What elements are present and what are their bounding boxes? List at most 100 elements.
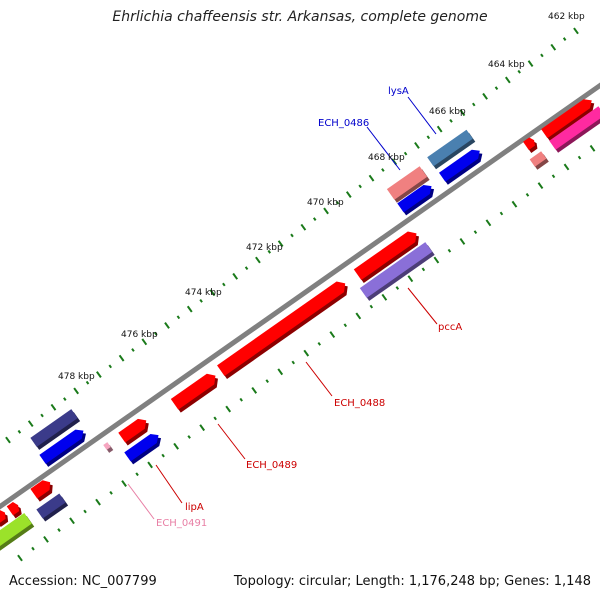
inner-tick (147, 461, 153, 469)
outer-tick (414, 142, 420, 149)
outer-tick (85, 380, 90, 385)
gene-label-ech-0491: ECH_0491 (156, 518, 207, 529)
label-leader-lines (127, 96, 438, 520)
gene-block-left-red-top (6, 502, 20, 516)
gene-block-right-light-red (529, 151, 547, 167)
outer-tick (459, 109, 466, 117)
inner-tick (317, 341, 322, 346)
gene-block-ech-0491 (103, 442, 111, 450)
outer-tick (573, 27, 579, 35)
outer-tick (323, 207, 329, 215)
inner-tick (121, 480, 127, 487)
outer-tick (267, 249, 272, 254)
inner-tick (251, 386, 258, 394)
inner-tick (161, 453, 165, 458)
tick-label-476: 476 kbp (121, 330, 158, 340)
inner-tick (69, 517, 75, 525)
outer-tick (209, 289, 216, 297)
inner-tick (395, 286, 400, 290)
leader-ech-0488 (305, 361, 333, 397)
inner-tick (213, 416, 217, 421)
gene-block-pcca-red (353, 231, 417, 280)
gene-block-blue-low (124, 434, 159, 462)
outer-tick (540, 53, 544, 58)
inner-tick (499, 211, 504, 216)
outer-tick (255, 256, 261, 264)
leader-ech-0491 (127, 483, 155, 520)
map-title: Ehrlichia chaffeensis str. Arkansas, com… (112, 9, 488, 25)
outer-tick (153, 331, 158, 336)
outer-tick (312, 217, 317, 221)
gene-label-ech-0486: ECH_0486 (318, 118, 369, 129)
inner-tick (57, 528, 61, 532)
inner-tick (109, 490, 113, 495)
outer-tick (108, 364, 112, 369)
gene-label-ech-0489: ECH_0489 (246, 460, 297, 471)
outer-tick (199, 299, 203, 303)
inner-tick (31, 546, 35, 551)
outer-tick (527, 60, 534, 68)
outer-tick (73, 387, 80, 395)
inner-tick (187, 435, 191, 439)
inner-tick (277, 368, 284, 376)
outer-tick (368, 174, 375, 182)
outer-tick (472, 102, 476, 107)
outer-tick (504, 76, 511, 84)
outer-tick (17, 429, 22, 434)
outer-tick (50, 403, 57, 411)
tick-label-462: 462 kbp (548, 12, 585, 22)
outer-tick (345, 191, 352, 198)
inner-tick (485, 219, 492, 227)
gene-block-ech-0486 (386, 166, 428, 200)
inner-tick (551, 174, 556, 179)
leader-lipa (155, 464, 183, 504)
inner-tick (173, 442, 179, 450)
inner-tick (17, 554, 23, 562)
outer-tick (176, 315, 181, 320)
inner-tick (473, 230, 478, 235)
gene-block-lysa (427, 129, 473, 167)
gene-block-left-slate (30, 409, 78, 447)
tick-label-466: 466 kbp (429, 107, 466, 117)
inner-tick (421, 267, 426, 272)
inner-tick (407, 275, 414, 283)
inner-tick (239, 397, 243, 402)
outer-tick (277, 240, 284, 248)
inner-tick (199, 424, 206, 432)
accession-text: Accession: NC_007799 (9, 574, 157, 589)
gene-label-lysa: lysA (388, 86, 409, 97)
inner-tick (83, 509, 87, 514)
outer-tick (186, 305, 193, 313)
outer-tick (244, 266, 249, 271)
outer-tick (290, 233, 294, 238)
gene-block-pink-right (549, 106, 600, 150)
inner-tick (525, 193, 530, 197)
tick-label-474: 474 kbp (185, 288, 222, 298)
inner-tick (447, 248, 452, 253)
inner-tick (135, 472, 139, 477)
inner-tick (369, 304, 374, 309)
inner-tick (355, 312, 362, 320)
tick-label-478: 478 kbp (58, 372, 95, 382)
gene-block-blue-2 (397, 185, 432, 213)
inner-tick (291, 360, 295, 365)
outer-tick (141, 338, 148, 346)
tick-label-472: 472 kbp (246, 243, 283, 253)
gene-label-lipa: lipA (185, 502, 204, 513)
tick-label-464: 464 kbp (488, 60, 525, 70)
genome-backbone (0, 82, 600, 510)
leader-ech-0486 (366, 126, 401, 171)
inner-tick (577, 155, 582, 160)
outer-tick (40, 413, 44, 418)
outer-tick (96, 371, 102, 378)
outer-tick (27, 420, 34, 428)
outer-tick (222, 282, 226, 287)
inner-tick (433, 256, 440, 264)
inner-tick (381, 293, 388, 301)
outer-tick (164, 322, 170, 329)
inner-tick (303, 349, 310, 357)
inner-tick-track (17, 144, 596, 562)
outer-tick (562, 37, 567, 41)
gene-block-pcca-purple (359, 242, 433, 298)
